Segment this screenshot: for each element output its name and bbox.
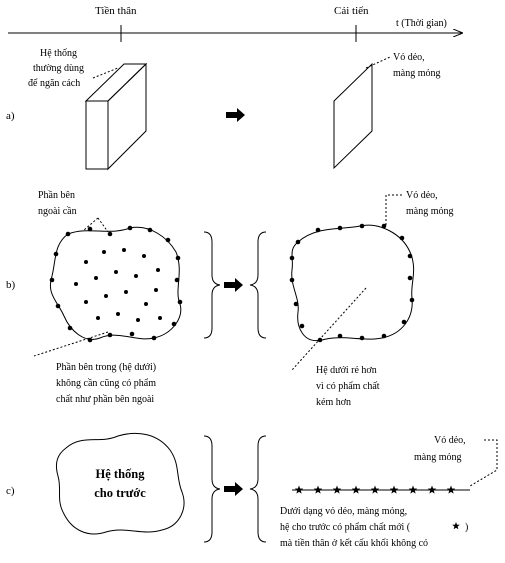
row-b-top-right-pointer (385, 194, 402, 226)
row-b-left-inner-dots (74, 248, 162, 322)
row-a-right-label-1: Vỏ dẻo, (393, 52, 425, 63)
row-c-tag: c) (6, 485, 15, 497)
row-a-left-label-3: để ngăn cách (28, 78, 80, 89)
row-b-right-outer-dots (289, 223, 415, 343)
row-c-bottom-label-1: Dưới dạng vỏ dẻo, màng mỏng, (280, 506, 407, 517)
row-b-pointer-1 (97, 217, 109, 233)
row-b-tag: b) (6, 279, 16, 291)
row-c-given-system-blob (55, 432, 185, 535)
film-star-1 (294, 485, 304, 494)
film-star-7 (408, 485, 418, 494)
timeline-right-label: Cải tiến (334, 5, 369, 17)
row-b-top-right-label-1: Vỏ dẻo, (406, 190, 438, 201)
row-a: a) Hệ thống thường dùng để ngăn cách Vỏ … (6, 48, 441, 171)
row-b-top-right-label-2: màng mỏng (406, 206, 454, 217)
row-c-blob-label-1: Hệ thống (96, 467, 146, 481)
film-star-3 (332, 485, 342, 494)
timeline-left-label: Tiền thân (95, 5, 137, 17)
row-b-brace-left (249, 231, 267, 339)
film-star-8 (427, 485, 437, 494)
film-star-9 (446, 485, 456, 494)
row-b-brace-right (203, 231, 221, 339)
film-star-2 (313, 485, 323, 494)
film-star-5 (370, 485, 380, 494)
row-c-bottom-label-3: mà tiền thân ở kết cấu khối không có (280, 538, 428, 549)
row-c-brace-left (249, 435, 267, 543)
row-b-bottom-left-label-3: chất như phần bên ngoài (56, 394, 154, 405)
row-b: b) Phần bên ngoài cần (6, 190, 454, 408)
row-b-right-blob (291, 224, 415, 342)
row-c-top-right-label-1: Vỏ dẻo, (434, 435, 466, 446)
row-b-bottom-right-label-3: kém hơn (316, 397, 351, 408)
row-b-top-left-label-1: Phần bên (38, 190, 75, 201)
row-b-bottom-left-label-1: Phần bên trong (hệ dưới) (56, 362, 156, 373)
row-c-bottom-label-2: hệ cho trước có phẩm chất mới ( (280, 522, 411, 533)
row-c-top-right-label-2: màng mỏng (414, 452, 462, 463)
timeline: Tiền thân Cải tiến t (Thời gian) (8, 5, 462, 42)
row-b-left-blob (50, 226, 182, 340)
row-c-blob-label-2: cho trước (94, 486, 146, 500)
row-b-pointer-2 (83, 217, 99, 231)
row-c-arrow (224, 482, 243, 496)
row-b-bottom-left-pointer (33, 331, 109, 357)
row-c-brace-right (203, 435, 221, 543)
row-b-arrow (224, 278, 243, 292)
row-a-left-label-2: thường dùng (33, 63, 84, 74)
row-b-bottom-right-label-2: vì có phẩm chất (316, 381, 380, 392)
row-c: c) Hệ thống cho trước Vỏ dẻo, màng mỏng … (6, 432, 498, 549)
row-c-top-right-pointer (469, 439, 498, 487)
row-c-bottom-label-2b: ) (465, 522, 468, 533)
film-star-6 (389, 485, 399, 494)
row-a-left-pointer (92, 67, 119, 79)
row-b-bottom-left-label-2: không cần cũng có phẩm (56, 378, 156, 389)
thin-membrane (333, 62, 373, 170)
timeline-axis-label: t (Thời gian) (396, 18, 447, 29)
row-c-film-stars (294, 485, 456, 494)
row-a-right-label-2: màng mỏng (393, 68, 441, 79)
row-a-left-label-1: Hệ thống (40, 48, 77, 59)
row-b-top-left-label-2: ngoài cần (38, 206, 77, 217)
film-star-4 (351, 485, 361, 494)
star-icon (452, 522, 460, 530)
row-b-bottom-right-pointer (291, 287, 367, 371)
row-a-tag: a) (6, 110, 15, 122)
row-b-bottom-right-label-1: Hệ dưới rẻ hơn (316, 365, 377, 376)
row-b-left-outer-dots (49, 225, 183, 343)
row-a-right-pointer (365, 56, 391, 69)
thick-slab (84, 62, 148, 171)
row-a-arrow (226, 108, 245, 122)
